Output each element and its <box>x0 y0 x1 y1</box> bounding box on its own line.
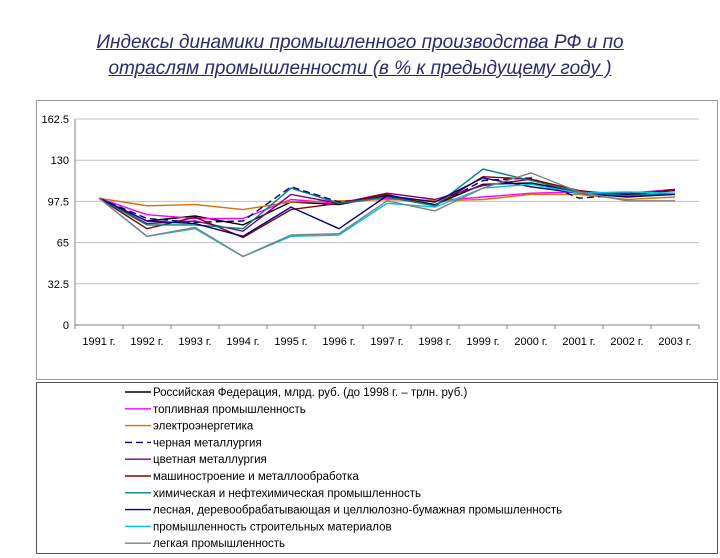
x-tick-label: 1991 г. <box>82 336 115 348</box>
x-tick-label: 1994 г. <box>226 336 259 348</box>
x-tick-label: 2002 г. <box>610 336 643 348</box>
x-tick-label: 1999 г. <box>466 336 499 348</box>
legend-label: химическая и нефтехимическая промышленно… <box>153 488 421 500</box>
y-tick-label: 162.5 <box>41 114 69 126</box>
series-line-8 <box>98 177 676 238</box>
y-tick-label: 65 <box>57 238 69 250</box>
y-tick-label: 130 <box>51 155 69 167</box>
x-tick-label: 1996 г. <box>322 336 355 348</box>
x-tick-label: 1998 г. <box>418 336 451 348</box>
legend-label: топливная промышленность <box>153 404 306 416</box>
y-tick-label: 97.5 <box>48 196 69 208</box>
series-line-9 <box>98 183 676 258</box>
x-tick-label: 2003 г. <box>658 336 691 348</box>
legend-label: лесная, деревообрабатывающая и целлюлозн… <box>153 505 562 517</box>
x-tick-label: 1997 г. <box>370 336 403 348</box>
legend-label: машиностроение и металлообработка <box>153 471 359 483</box>
y-tick-label: 0 <box>63 320 69 332</box>
series-line-6 <box>98 175 676 239</box>
x-tick-label: 2001 г. <box>562 336 595 348</box>
y-tick-label: 32.5 <box>48 279 69 291</box>
series-line-4 <box>98 177 676 224</box>
x-tick-label: 2000 г. <box>514 336 547 348</box>
legend-label: электроэнергетика <box>153 421 254 433</box>
legend-label: черная металлургия <box>153 437 262 449</box>
legend-entries: Российская Федерация, млрд. руб. (до 199… <box>125 387 562 550</box>
legend-label: легкая промышленность <box>153 538 285 550</box>
legend-label: Российская Федерация, млрд. руб. (до 199… <box>153 387 467 399</box>
x-tick-label: 1995 г. <box>274 336 307 348</box>
chart-legend: Российская Федерация, млрд. руб. (до 199… <box>36 382 718 554</box>
legend-label: промышленность строительных материалов <box>153 521 392 533</box>
series-line-3 <box>98 193 676 211</box>
line-chart: 0 32.5 65 97.5 130 162.5 1991 г. 1992 г. 1993 г.… <box>41 114 700 348</box>
chart-title-line-1: Индексы динамики промышленного производс… <box>96 32 624 53</box>
chart-title: Индексы динамики промышленного производс… <box>0 30 720 82</box>
series-line-10 <box>98 172 675 258</box>
chart-title-line-2: отраслям промышленности (в % к предыдуще… <box>108 58 612 79</box>
legend-label: цветная металлургия <box>153 454 267 466</box>
x-tick-label: 1993 г. <box>178 336 211 348</box>
chart-plot-frame: 0 32.5 65 97.5 130 162.5 1991 г. 1992 г. 1993 г.… <box>36 100 718 380</box>
x-tick-label: 1992 г. <box>130 336 163 348</box>
